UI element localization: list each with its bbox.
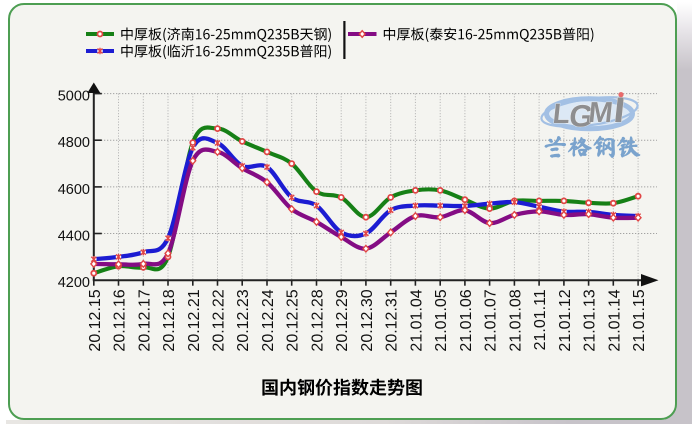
svg-text:20.12.25: 20.12.25: [285, 289, 302, 351]
svg-text:20.12.28: 20.12.28: [310, 289, 327, 351]
svg-text:21.01.07: 21.01.07: [483, 289, 500, 351]
svg-text:20.12.21: 20.12.21: [186, 289, 203, 351]
svg-text:20.12.24: 20.12.24: [260, 289, 277, 351]
svg-text:21.01.04: 21.01.04: [408, 289, 425, 351]
svg-text:20.12.23: 20.12.23: [235, 289, 252, 351]
svg-text:21.01.06: 21.01.06: [458, 289, 475, 351]
svg-text:20.12.16: 20.12.16: [112, 289, 129, 351]
svg-text:5000: 5000: [58, 89, 90, 105]
svg-text:21.01.11: 21.01.11: [532, 289, 549, 350]
svg-text:4600: 4600: [58, 182, 90, 198]
svg-text:21.01.13: 21.01.13: [582, 289, 599, 351]
svg-text:20.12.31: 20.12.31: [384, 289, 401, 351]
svg-text:21.01.12: 21.01.12: [557, 289, 574, 351]
svg-text:M: M: [587, 97, 615, 129]
svg-text:21.01.14: 21.01.14: [606, 289, 623, 351]
svg-text:20.12.29: 20.12.29: [334, 289, 351, 351]
svg-text:4200: 4200: [58, 275, 90, 291]
svg-text:21.01.05: 21.01.05: [433, 289, 450, 351]
svg-text:4400: 4400: [58, 229, 90, 245]
svg-text:G: G: [567, 99, 595, 134]
svg-text:20.12.22: 20.12.22: [211, 289, 228, 351]
svg-text:20.12.30: 20.12.30: [359, 289, 376, 351]
svg-text:21.01.15: 21.01.15: [631, 289, 648, 351]
svg-text:L: L: [551, 98, 571, 129]
svg-text:20.12.17: 20.12.17: [136, 289, 153, 351]
svg-text:21.01.08: 21.01.08: [507, 289, 524, 351]
svg-text:4800: 4800: [58, 135, 90, 151]
svg-text:20.12.15: 20.12.15: [87, 289, 104, 351]
svg-text:20.12.18: 20.12.18: [161, 289, 178, 351]
